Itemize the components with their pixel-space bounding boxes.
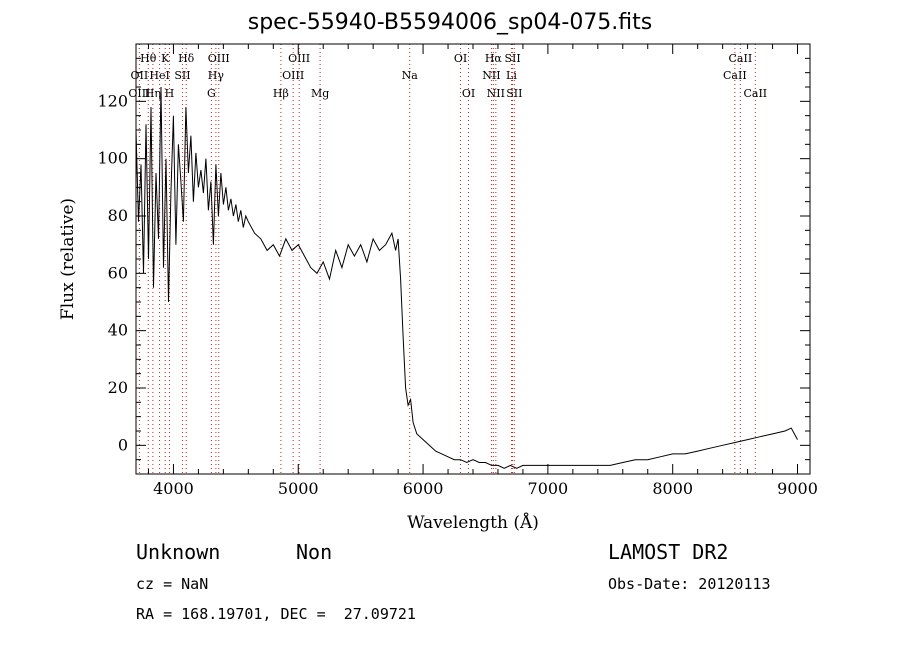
line-label: NII [487, 87, 505, 100]
line-label: Hγ [208, 69, 225, 82]
line-label: NII [482, 69, 500, 82]
x-tick-label: 4000 [153, 479, 194, 498]
object-subclass: Non [296, 540, 333, 564]
line-label: K [161, 52, 170, 65]
line-label: CaII [729, 52, 753, 65]
chart-title: spec-55940-B5594006_sp04-075.fits [247, 10, 653, 35]
line-label: SII [506, 87, 522, 100]
coordinates: RA = 168.19701, DEC = 27.09721 [136, 605, 416, 623]
x-tick-label: 5000 [278, 479, 319, 498]
line-label: HeI [149, 69, 169, 82]
line-label: Li [506, 69, 517, 82]
line-label: OIII [208, 52, 230, 65]
y-tick-label: 80 [108, 206, 128, 225]
spectrum-line [135, 86, 798, 469]
plot-frame [135, 43, 811, 475]
line-label: SII [174, 69, 190, 82]
line-label: Hθ [140, 52, 157, 65]
line-label: OIII [288, 52, 310, 65]
object-class: Unknown [136, 540, 221, 564]
y-tick-label: 120 [97, 91, 128, 110]
line-label: OI [454, 52, 467, 65]
line-label: Hδ [178, 52, 195, 65]
line-label: OIII [282, 69, 304, 82]
survey-name: LAMOST DR2 [608, 540, 729, 564]
x-axis-ticks: 4000 5000 6000 7000 8000 9000 [147, 44, 818, 498]
y-tick-label: 20 [108, 378, 128, 397]
line-label: Mg [311, 87, 329, 100]
line-markers [138, 44, 756, 474]
x-tick-label: 6000 [403, 479, 444, 498]
line-label: G [207, 87, 216, 100]
line-label: Na [402, 69, 419, 82]
line-label: H [165, 87, 175, 100]
line-label: CaII [743, 87, 767, 100]
redshift-cz: cz = NaN [136, 575, 209, 593]
y-tick-label: 60 [108, 263, 128, 282]
observation-date: Obs-Date: 20120113 [608, 575, 771, 593]
y-tick-label: 40 [108, 321, 128, 340]
y-tick-label: 100 [97, 149, 128, 168]
x-tick-label: 8000 [652, 479, 693, 498]
line-label: OII [131, 69, 149, 82]
line-label: OIII [128, 87, 150, 100]
line-label: SII [504, 52, 520, 65]
x-tick-label: 7000 [528, 479, 569, 498]
y-axis-ticks: 0 20 40 60 80 100 120 [97, 43, 810, 475]
line-label: Hα [485, 52, 503, 65]
line-label: OI [462, 87, 475, 100]
y-tick-label: 0 [118, 435, 128, 454]
x-axis-title: Wavelength (Å) [407, 513, 539, 533]
line-label: Hβ [273, 87, 289, 100]
x-tick-label: 9000 [777, 479, 818, 498]
line-label: CaII [723, 69, 747, 82]
y-axis-title: Flux (relative) [58, 197, 78, 321]
line-label: Hη [145, 87, 161, 100]
